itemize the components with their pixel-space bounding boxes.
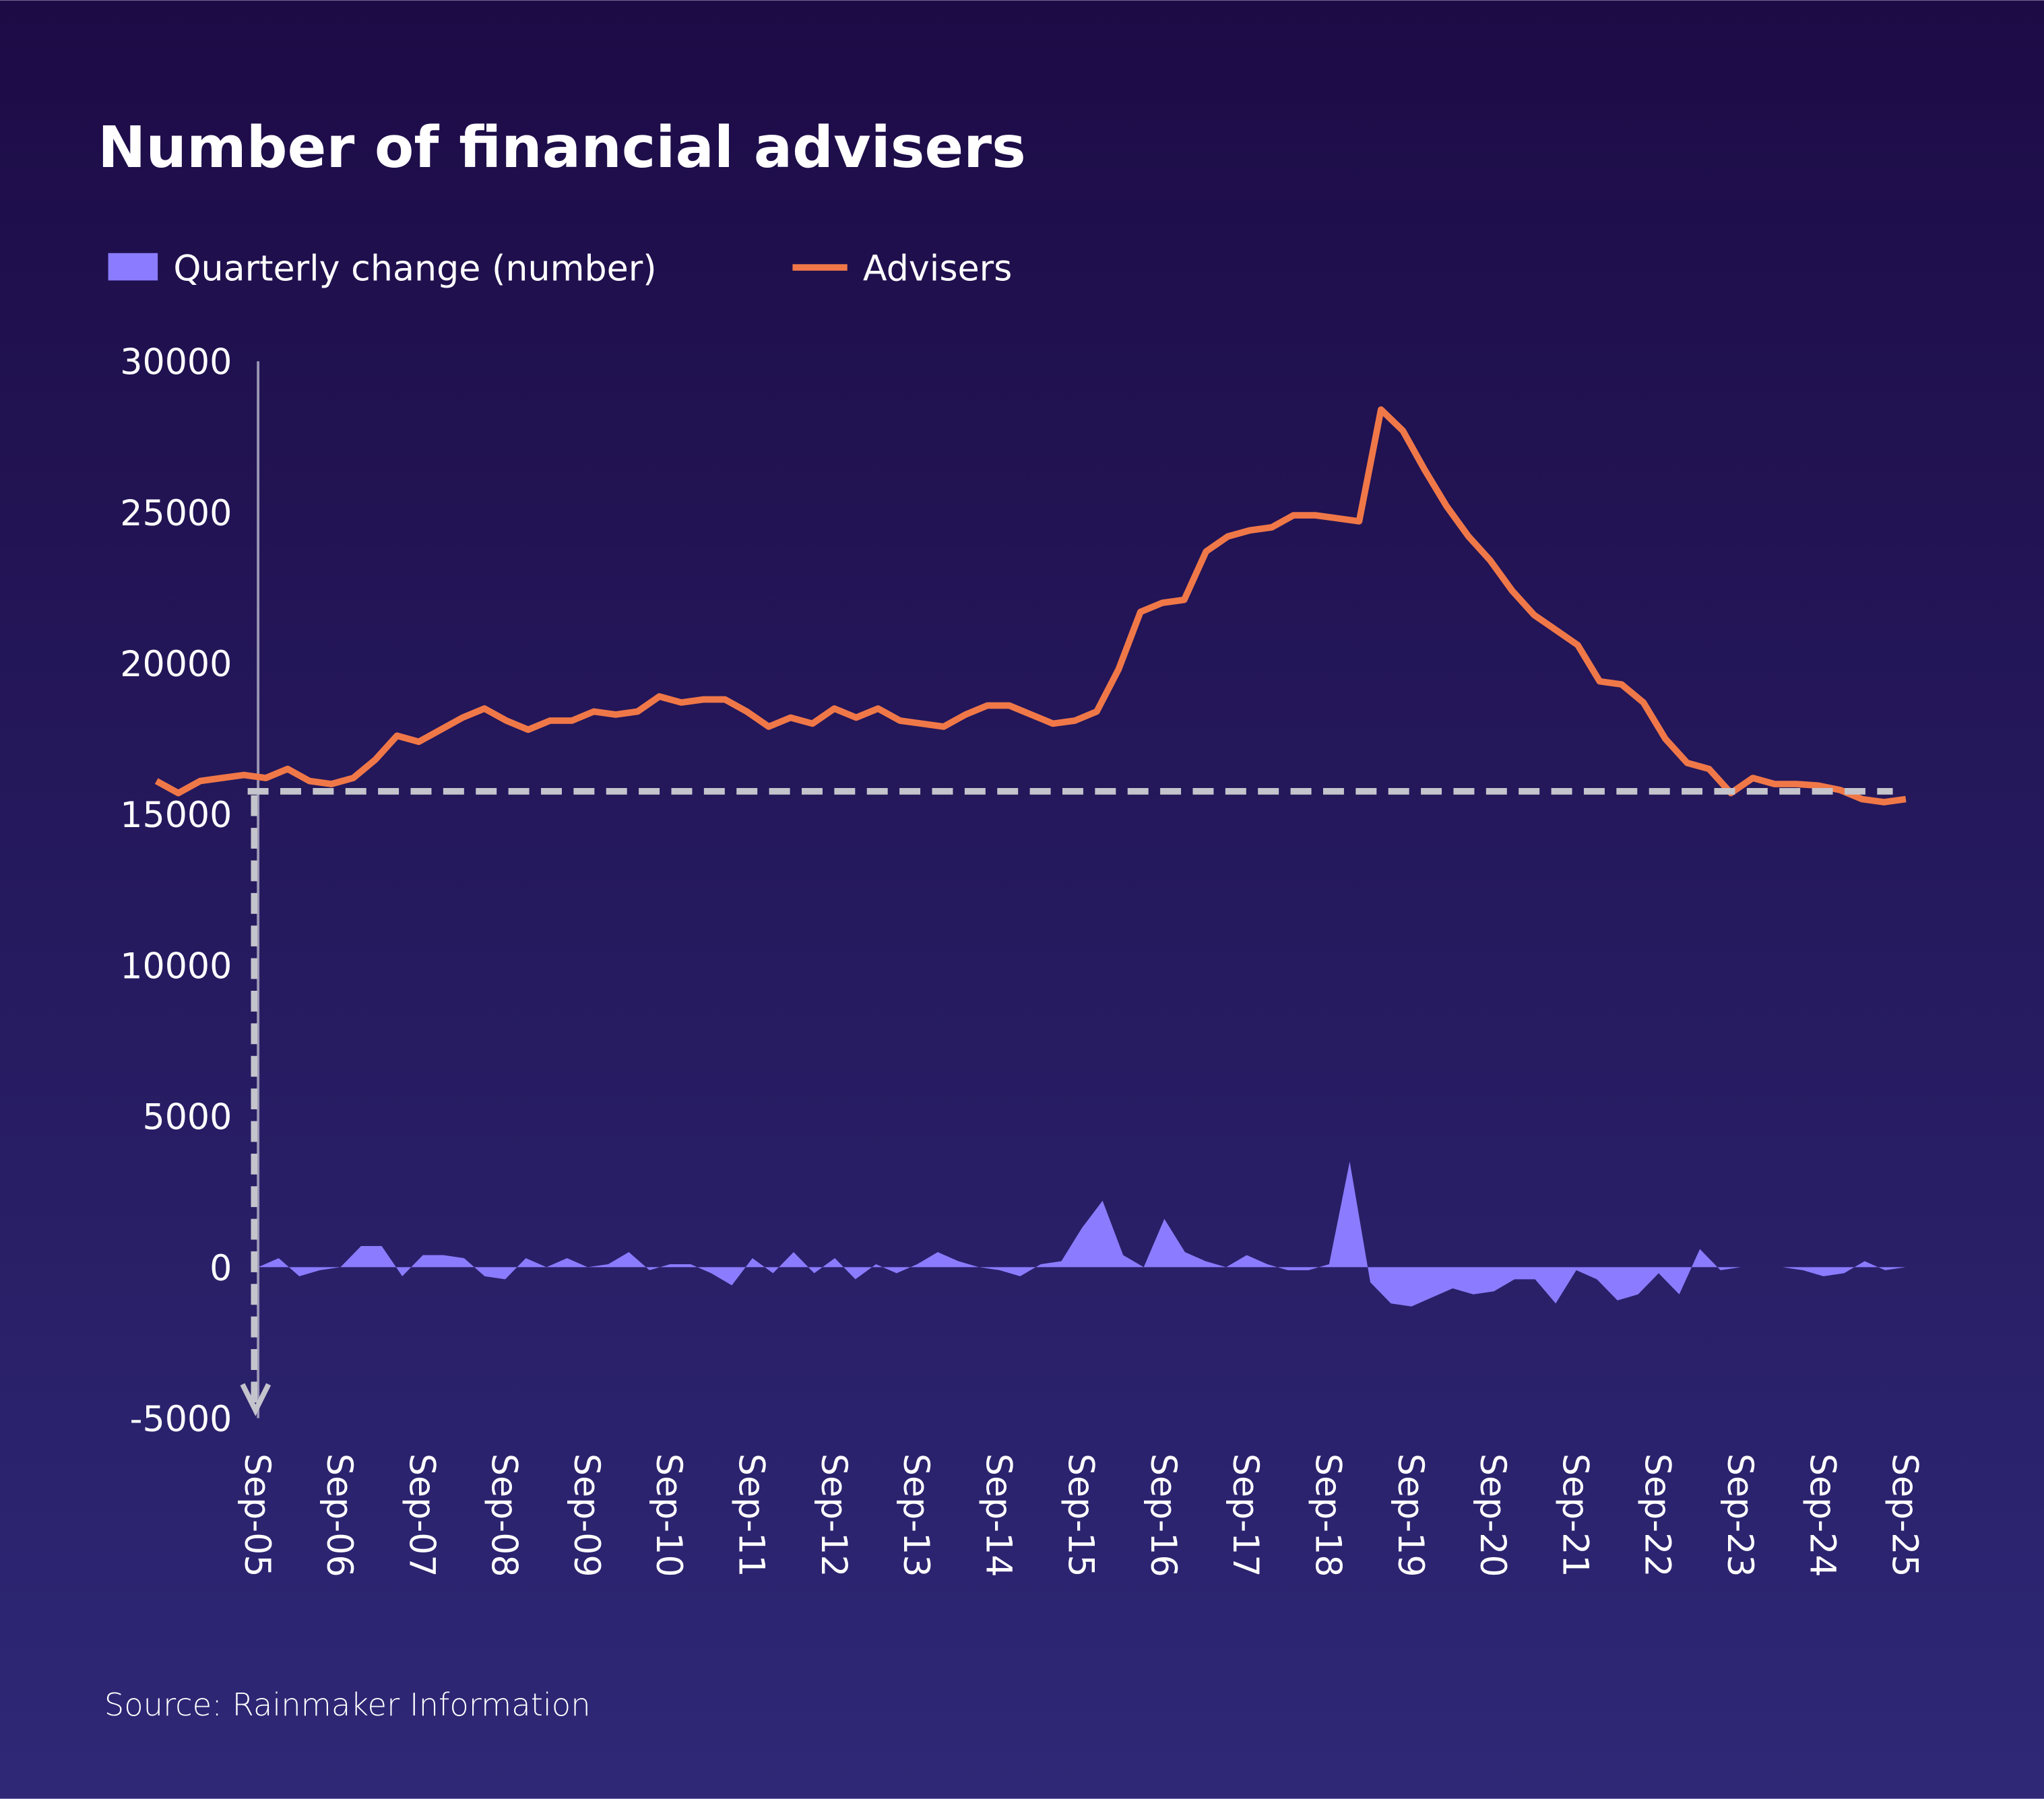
y-tick-label: 5000 (142, 1098, 232, 1138)
x-tick-label: Sep-18 (1308, 1453, 1348, 1577)
y-tick-label: 20000 (120, 645, 232, 685)
x-tick-label: Sep-21 (1554, 1453, 1595, 1577)
x-tick-label: Sep-25 (1884, 1453, 1925, 1577)
arrow-head (240, 1383, 272, 1416)
x-tick-label: Sep-10 (648, 1453, 689, 1577)
x-tick-label: Sep-06 (319, 1453, 359, 1577)
x-tick-label: Sep-23 (1719, 1453, 1760, 1577)
y-tick-label: 15000 (120, 795, 232, 836)
source-note: Source: Rainmaker Information (104, 1687, 591, 1723)
y-tick-label: 10000 (120, 946, 232, 987)
x-tick-label: Sep-22 (1637, 1453, 1678, 1577)
plot-area: -5000 0 5000 10000 15000 20000 25000 30000 Sep-0… (120, 343, 1924, 1577)
line (154, 406, 1907, 806)
x-tick-label: Sep-09 (566, 1453, 606, 1577)
y-tick-label: -5000 (130, 1400, 232, 1440)
x-tick-label: Sep-19 (1390, 1453, 1430, 1577)
x-tick-label: Sep-14 (978, 1453, 1018, 1577)
y-tick-label: 0 (210, 1249, 232, 1289)
x-tick-label: Sep-13 (895, 1453, 936, 1577)
y-tick-label: 30000 (120, 343, 232, 383)
x-tick-label: Sep-17 (1225, 1453, 1265, 1577)
x-tick-label: Sep-12 (813, 1453, 854, 1577)
legend-label: Quarterly change (number) (173, 249, 656, 289)
x-tick-label: Sep-24 (1801, 1453, 1842, 1577)
x-tick-label: Sep-08 (484, 1453, 524, 1577)
x-tick-label: Sep-05 (236, 1453, 277, 1577)
legend-swatch (108, 253, 158, 281)
area (258, 1161, 1906, 1307)
y-tick-label: 25000 (120, 494, 232, 534)
x-tick-label: Sep-16 (1143, 1453, 1183, 1577)
x-tick-label: Sep-20 (1472, 1453, 1512, 1577)
legend-label: Advisers (863, 249, 1012, 289)
x-tick-label: Sep-15 (1060, 1453, 1101, 1577)
x-tick-label: Sep-07 (401, 1453, 441, 1577)
x-tick-label: Sep-11 (731, 1453, 771, 1577)
chart-title: Number of financial advisers (98, 115, 1026, 181)
